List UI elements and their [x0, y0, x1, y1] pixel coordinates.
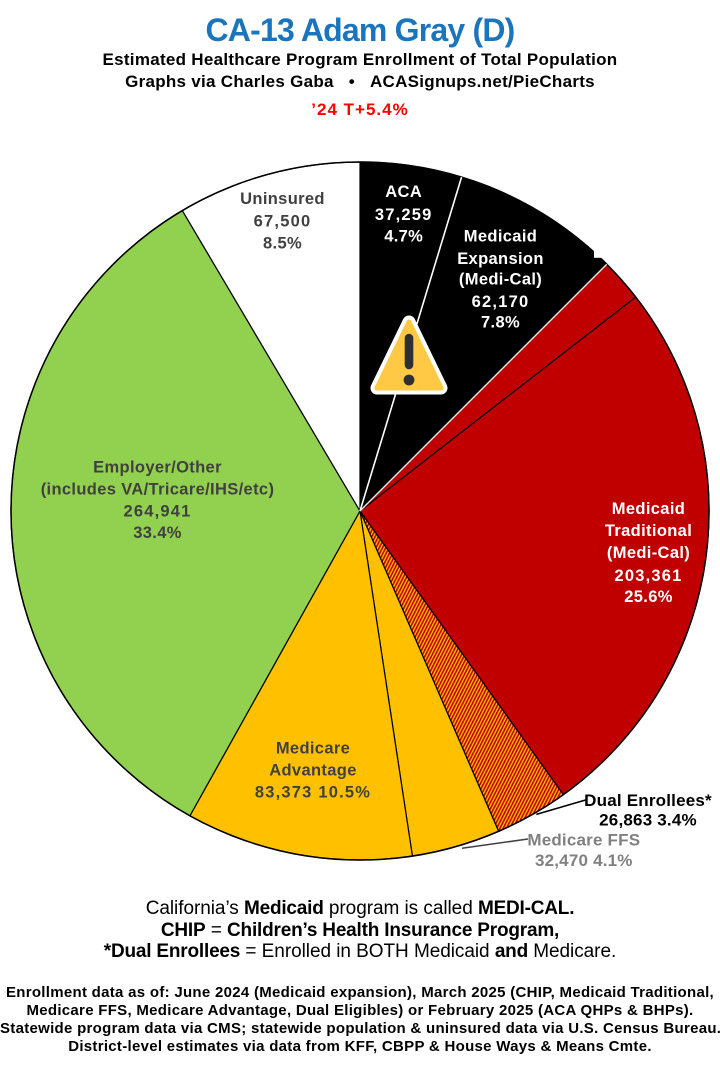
svg-text:8.5%: 8.5% — [263, 235, 302, 253]
svg-text:Employer/Other: Employer/Other — [93, 459, 222, 477]
svg-text:(includes VA/Tricare/IHS/etc): (includes VA/Tricare/IHS/etc) — [41, 480, 275, 498]
svg-text:Expansion: Expansion — [457, 250, 544, 268]
svg-text:264,941: 264,941 — [123, 502, 191, 520]
svg-text:(Medi-Cal): (Medi-Cal) — [607, 544, 690, 562]
svg-text:Traditional: Traditional — [605, 522, 692, 540]
svg-text:203,361: 203,361 — [614, 567, 682, 585]
svg-text:4.7%: 4.7% — [384, 228, 423, 246]
svg-text:83,373 10.5%: 83,373 10.5% — [255, 783, 371, 801]
svg-text:37,259: 37,259 — [375, 206, 433, 224]
svg-text:Dual Enrollees*: Dual Enrollees* — [584, 791, 712, 810]
svg-text:Medicaid: Medicaid — [612, 500, 685, 518]
svg-text:Uninsured: Uninsured — [240, 190, 325, 208]
svg-text:Advantage: Advantage — [269, 762, 357, 780]
svg-text:25.6%: 25.6% — [624, 588, 673, 606]
svg-text:(Medi-Cal): (Medi-Cal) — [459, 271, 542, 289]
svg-text:Medicaid: Medicaid — [464, 228, 537, 246]
svg-text:ACA: ACA — [385, 183, 422, 201]
svg-text:67,500: 67,500 — [254, 213, 312, 231]
svg-text:33.4%: 33.4% — [133, 524, 182, 542]
svg-text:Medicare FFS: Medicare FFS — [527, 830, 640, 849]
svg-text:62,170: 62,170 — [472, 293, 530, 311]
svg-text:32,470 4.1%: 32,470 4.1% — [535, 851, 633, 870]
svg-text:Medicare: Medicare — [276, 740, 350, 758]
svg-text:26,863 3.4%: 26,863 3.4% — [599, 811, 697, 830]
svg-text:7.8%: 7.8% — [481, 314, 520, 332]
